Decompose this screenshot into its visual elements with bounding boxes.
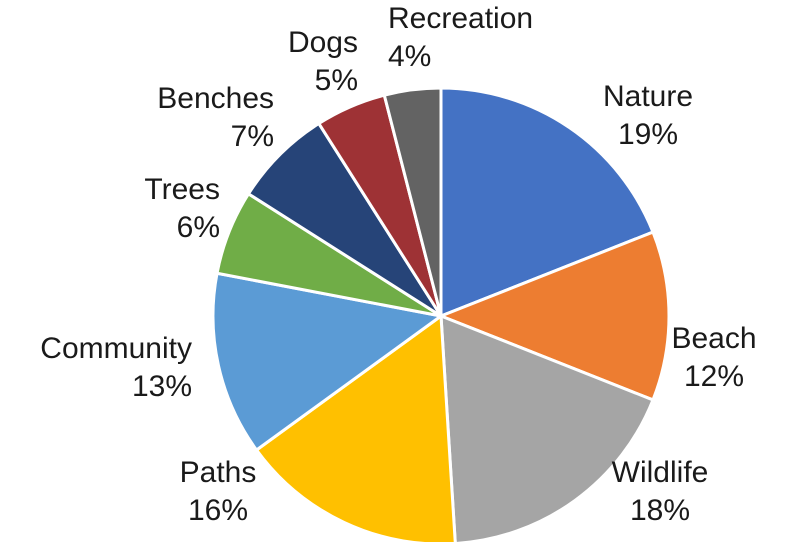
slice-value-recreation: 4% [388, 40, 431, 73]
slice-label-dogs: Dogs [288, 26, 358, 59]
slice-label-nature: Nature [603, 80, 693, 113]
slice-community [211, 271, 443, 452]
slice-value-wildlife: 18% [630, 494, 690, 527]
slice-nature [439, 86, 655, 318]
slice-label-wildlife: Wildlife [612, 456, 709, 489]
slice-value-dogs: 5% [315, 64, 358, 97]
slice-label-paths: Paths [180, 456, 257, 489]
slice-wildlife [439, 314, 655, 542]
slice-label-community: Community [40, 332, 192, 365]
slice-label-recreation: Recreation [388, 2, 533, 35]
pie-labels: Nature 19% Beach 12% Wildlife 18% Paths 16% Comm… [40, 2, 756, 527]
slice-recreation [382, 86, 443, 318]
pie-slices [211, 86, 671, 542]
slice-value-trees: 6% [177, 211, 220, 244]
slice-beach [439, 230, 671, 402]
slice-value-paths: 16% [188, 494, 248, 527]
slice-value-beach: 12% [684, 360, 744, 393]
slice-value-nature: 19% [618, 118, 678, 151]
slice-paths [255, 314, 457, 542]
slice-label-trees: Trees [144, 173, 220, 206]
slice-value-benches: 7% [231, 120, 274, 153]
slice-value-community: 13% [132, 370, 192, 403]
slice-label-benches: Benches [157, 82, 274, 115]
slice-label-beach: Beach [671, 322, 756, 355]
